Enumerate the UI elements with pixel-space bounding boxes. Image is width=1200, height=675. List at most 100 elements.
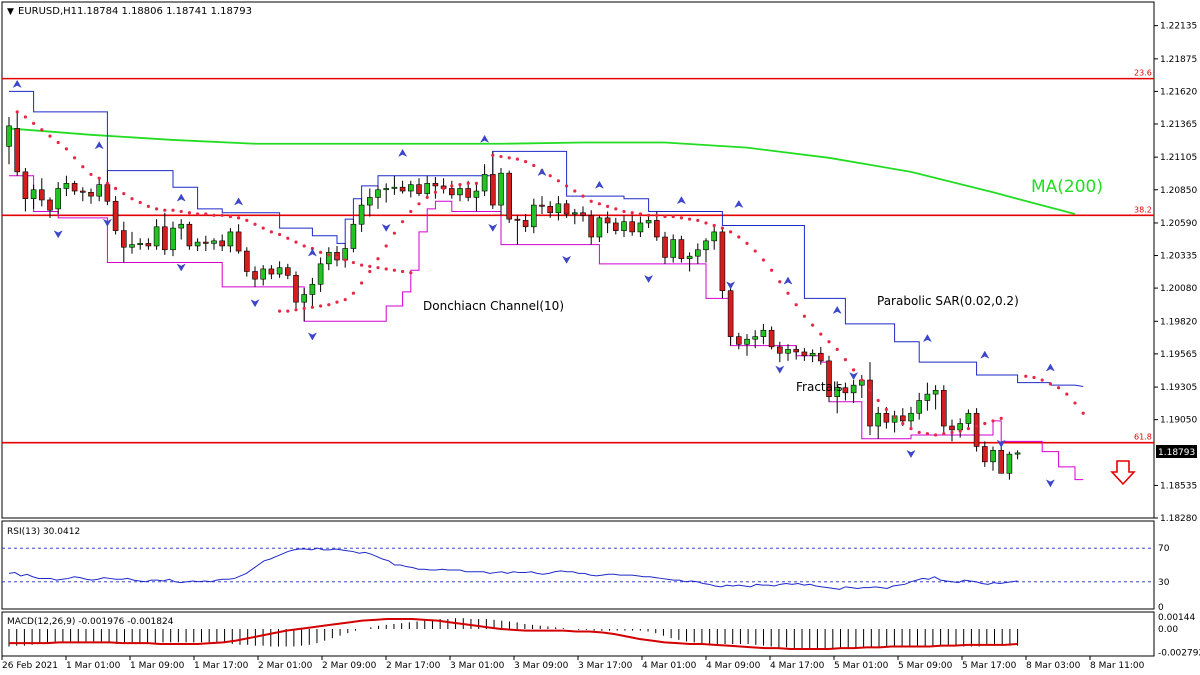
sar-dot xyxy=(474,181,478,185)
fractal-down-mark xyxy=(725,281,736,290)
candle-body xyxy=(235,231,242,252)
candle-body xyxy=(6,125,12,147)
sar-dot xyxy=(237,216,241,220)
sar-dot xyxy=(368,269,372,274)
candle-body xyxy=(457,188,463,196)
sar-dot xyxy=(794,303,798,307)
sar-dot xyxy=(835,347,839,352)
sar-dot xyxy=(802,314,807,318)
macd-pane[interactable]: MACD(12,26,9) -0.001976 -0.001824 0.0014… xyxy=(1,611,1200,658)
fractal-up-mark xyxy=(94,141,104,150)
sar-dot xyxy=(425,195,429,200)
sar-dot xyxy=(302,306,306,311)
candle-body xyxy=(366,197,373,206)
sar-dot xyxy=(319,250,323,254)
rsi-tick-label: 70 xyxy=(1158,544,1170,554)
price-tick-label: 1.18535 xyxy=(1160,481,1197,491)
fractals-annotation: Fractals xyxy=(796,380,843,394)
price-tick-label: 1.21365 xyxy=(1160,120,1197,130)
fractal-down-mark xyxy=(381,223,391,232)
sar-dot xyxy=(212,213,216,217)
sar-dot xyxy=(819,332,823,336)
sar-dot xyxy=(253,222,257,226)
price-tick-label: 1.18280 xyxy=(1160,514,1197,524)
candle-body xyxy=(219,240,225,247)
candle-body xyxy=(473,190,480,198)
sar-dot xyxy=(1073,401,1077,405)
sar-dot xyxy=(48,134,52,138)
candle-body xyxy=(842,387,849,394)
candle-body xyxy=(563,203,570,215)
sar-dot xyxy=(491,153,495,157)
time-tick-label: 3 Mar 09:00 xyxy=(514,661,569,671)
candle-body xyxy=(875,412,882,427)
price-pane[interactable]: 23.6 38.2 61.8 1.22135 1.21875 1.21620 1.2136… xyxy=(1,1,1197,524)
price-tick-label: 1.20335 xyxy=(1160,252,1197,262)
candle-body xyxy=(990,450,996,463)
candle-body xyxy=(981,446,988,463)
sar-dot xyxy=(679,216,684,220)
price-axis: 1.22135 1.21875 1.21620 1.21365 1.21105 1.208… xyxy=(1154,22,1197,524)
fractal-down-mark xyxy=(102,218,113,227)
fractal-down-mark xyxy=(848,371,859,381)
sar-dot xyxy=(647,213,651,217)
sar-dot xyxy=(409,271,413,275)
sar-dot xyxy=(934,433,938,437)
candle-body xyxy=(662,236,668,258)
candle-body xyxy=(596,217,603,238)
candle-body xyxy=(1014,452,1021,455)
candle-body xyxy=(612,222,619,231)
sar-dot xyxy=(343,258,347,262)
rsi-pane[interactable]: RSI(13) 30.0412 70 30 0 xyxy=(1,520,1170,613)
symbol-label: EURUSD,H1 xyxy=(18,6,77,17)
sar-dot xyxy=(655,213,659,217)
sar-dot xyxy=(335,255,339,260)
time-axis: 26 Feb 2021 1 Mar 01:00 1 Mar 09:00 1 Mar 1… xyxy=(1,656,1145,671)
sar-dot xyxy=(155,207,159,211)
sar-dot xyxy=(228,214,232,219)
sar-dot xyxy=(105,181,109,185)
sar-dot xyxy=(950,430,954,435)
candle-body xyxy=(55,188,62,210)
sar-dot xyxy=(581,194,585,198)
rsi-pane-frame xyxy=(1,520,1155,610)
candle-body xyxy=(137,243,143,245)
sar-dot xyxy=(302,244,306,248)
sar-dot xyxy=(843,358,848,362)
sar-dot xyxy=(909,426,913,431)
sar-dot xyxy=(737,235,741,239)
sar-dot xyxy=(704,221,708,225)
price-pane-frame xyxy=(1,1,1155,519)
price-tick-label: 1.21875 xyxy=(1160,55,1197,65)
candle-body xyxy=(317,263,324,285)
fractal-up-mark xyxy=(676,196,687,205)
candle-body xyxy=(399,186,406,192)
candle-body xyxy=(358,204,365,225)
arrow-down-icon xyxy=(1110,460,1136,486)
candle-body xyxy=(530,204,537,228)
sar-dot xyxy=(376,266,380,270)
sar-dot xyxy=(991,419,995,423)
macd-tick-label: 0.00 xyxy=(1158,625,1178,635)
candle-body xyxy=(932,389,939,395)
candle-body xyxy=(96,184,102,197)
sar-dot xyxy=(663,214,667,219)
price-tick-label: 1.20080 xyxy=(1160,284,1197,294)
candle-body xyxy=(817,352,824,362)
candle-body xyxy=(785,349,791,354)
candle-body xyxy=(30,189,37,199)
price-tick-label: 1.20590 xyxy=(1160,219,1197,229)
sar-dot xyxy=(73,156,77,160)
sar-dot xyxy=(81,165,85,169)
candle-body xyxy=(744,338,750,345)
candle-body xyxy=(244,250,250,272)
fib-level-label: 38.2 xyxy=(1134,205,1152,214)
sar-dot xyxy=(466,181,470,185)
symbol-dropdown-icon[interactable]: ▼ xyxy=(7,7,14,17)
candle-body xyxy=(350,223,357,249)
sar-dot xyxy=(56,140,60,145)
candle-body xyxy=(752,336,759,340)
time-tick-label: 26 Feb 2021 xyxy=(2,661,58,671)
donchian-annotation: Donchiacn Channel(10) xyxy=(423,299,564,313)
